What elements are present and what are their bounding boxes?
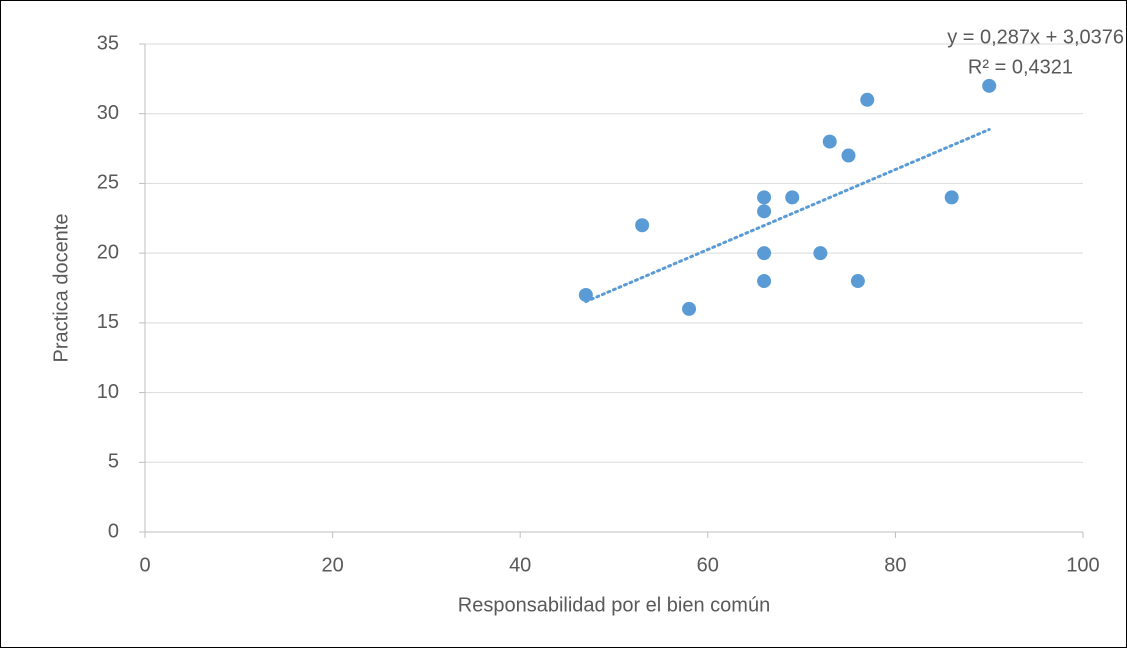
data-point [757, 190, 772, 205]
x-tick-label: 40 [509, 554, 531, 576]
data-point [822, 134, 837, 149]
data-point [757, 204, 772, 219]
y-tick-label: 0 [108, 520, 119, 542]
data-point [944, 190, 959, 205]
y-tick-label: 10 [97, 381, 119, 403]
data-point [982, 78, 997, 93]
y-tick-label: 15 [97, 311, 119, 333]
data-point [785, 190, 800, 205]
data-point [682, 301, 697, 316]
y-tick-label: 35 [97, 32, 119, 54]
y-tick-label: 30 [97, 102, 119, 124]
x-axis-title: Responsabilidad por el bien común [458, 594, 770, 616]
data-point [841, 148, 856, 163]
y-tick-label: 25 [97, 172, 119, 194]
data-point [578, 287, 593, 302]
y-axis-title: Practica docente [50, 214, 72, 363]
data-point [757, 274, 772, 289]
trendline-r2: R² = 0,4321 [968, 56, 1073, 78]
x-tick-label: 80 [884, 554, 906, 576]
y-tick-label: 5 [108, 451, 119, 473]
y-tick-label: 20 [97, 241, 119, 263]
trendline [584, 128, 991, 304]
x-tick-label: 20 [321, 554, 343, 576]
data-point [635, 218, 650, 233]
x-tick-label: 0 [139, 554, 150, 576]
trendline-equation: y = 0,287x + 3,0376 [947, 26, 1124, 48]
data-point [850, 274, 865, 289]
x-tick-label: 100 [1066, 554, 1099, 576]
data-point [813, 246, 828, 261]
data-point [860, 92, 875, 107]
data-point [757, 246, 772, 261]
x-tick-label: 60 [697, 554, 719, 576]
